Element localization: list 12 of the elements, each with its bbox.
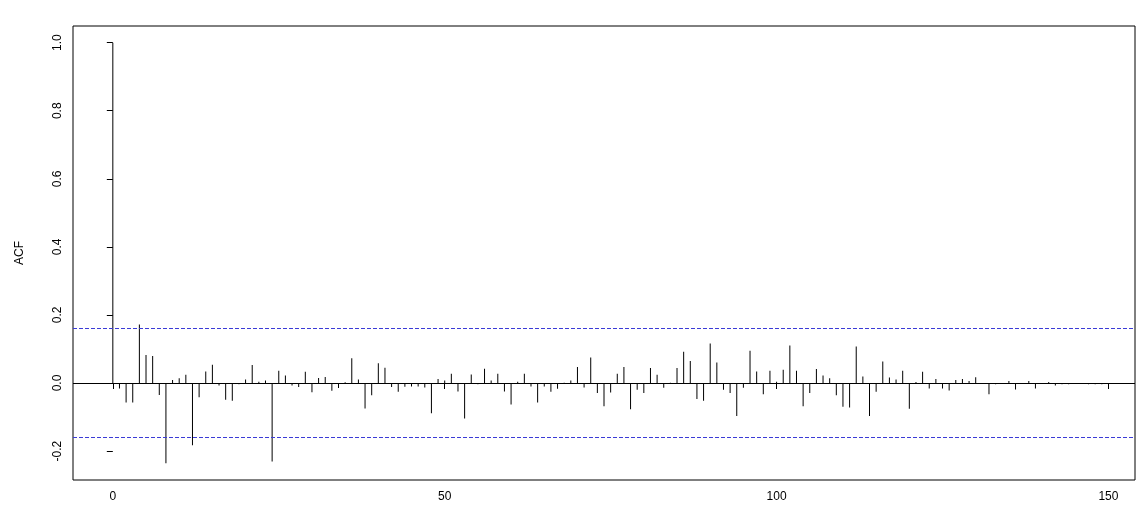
y-tick-label: -0.2 — [50, 440, 64, 462]
y-tick-label: 0.4 — [50, 238, 64, 256]
y-tick-label: 0.6 — [50, 170, 64, 188]
y-tick-label: 1.0 — [50, 34, 64, 52]
y-tick-label: 0.2 — [50, 306, 64, 324]
x-tick-label: 0 — [109, 489, 117, 503]
x-tick-label: 50 — [438, 489, 452, 503]
y-tick-label: 0.0 — [50, 374, 64, 392]
y-axis-title: ACF — [12, 241, 26, 265]
y-tick-label: 0.8 — [50, 102, 64, 120]
x-tick-label: 150 — [1098, 489, 1119, 503]
x-tick-label: 100 — [766, 489, 787, 503]
